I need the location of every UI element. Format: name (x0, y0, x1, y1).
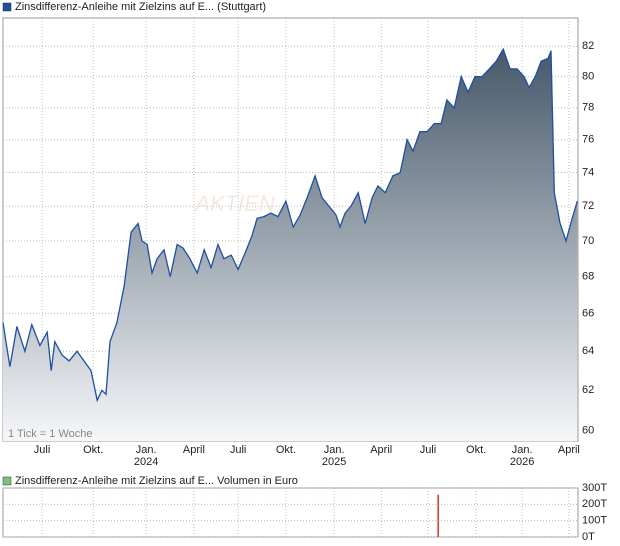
y-tick-label: 60 (582, 425, 594, 437)
x-tick-label: Jan. (512, 444, 533, 456)
x-tick-label: Okt. (276, 444, 296, 456)
y-tick-label: 70 (582, 235, 594, 247)
x-tick-year: 2025 (322, 456, 346, 468)
plot-area (2, 487, 579, 538)
x-tick-label: Juli (34, 444, 51, 456)
y-tick-label: 200T (582, 498, 607, 510)
legend-swatch (2, 476, 12, 486)
x-tick-year: 2026 (510, 456, 534, 468)
y-tick-label: 66 (582, 307, 594, 319)
volume-bar (437, 494, 439, 537)
y-tick-label: 76 (582, 134, 594, 146)
x-tick-label: Okt. (466, 444, 486, 456)
y-tick-label: 62 (582, 384, 594, 396)
y-tick-label: 78 (582, 102, 594, 114)
y-tick-label: 74 (582, 166, 594, 178)
x-tick-label: Jan. (324, 444, 345, 456)
x-tick-label: Juli (230, 444, 247, 456)
y-tick-label: 64 (582, 345, 594, 357)
x-tick-label: April (558, 444, 580, 456)
legend-label: Zinsdifferenz-Anleihe mit Zielzins auf E… (15, 1, 266, 13)
x-tick-label: April (183, 444, 205, 456)
watermark: AKTIEN (193, 191, 275, 216)
y-tick-label: 100T (582, 515, 607, 527)
y-tick-label: 68 (582, 271, 594, 283)
y-tick-label: 72 (582, 200, 594, 212)
legend-label: Zinsdifferenz-Anleihe mit Zielzins auf E… (15, 475, 298, 487)
y-tick-label: 82 (582, 40, 594, 52)
area (3, 49, 578, 441)
x-tick-label: Juli (420, 444, 437, 456)
x-tick-label: Okt. (83, 444, 103, 456)
y-tick-label: 80 (582, 70, 594, 82)
x-tick-label: April (370, 444, 392, 456)
legend-swatch (2, 2, 12, 12)
y-tick-label: 300T (582, 482, 607, 494)
y-tick-label: 0T (582, 531, 595, 543)
x-tick-label: Jan. (136, 444, 157, 456)
tick-note: 1 Tick = 1 Woche (8, 428, 92, 440)
x-tick-year: 2024 (134, 456, 158, 468)
line (2, 47, 578, 403)
